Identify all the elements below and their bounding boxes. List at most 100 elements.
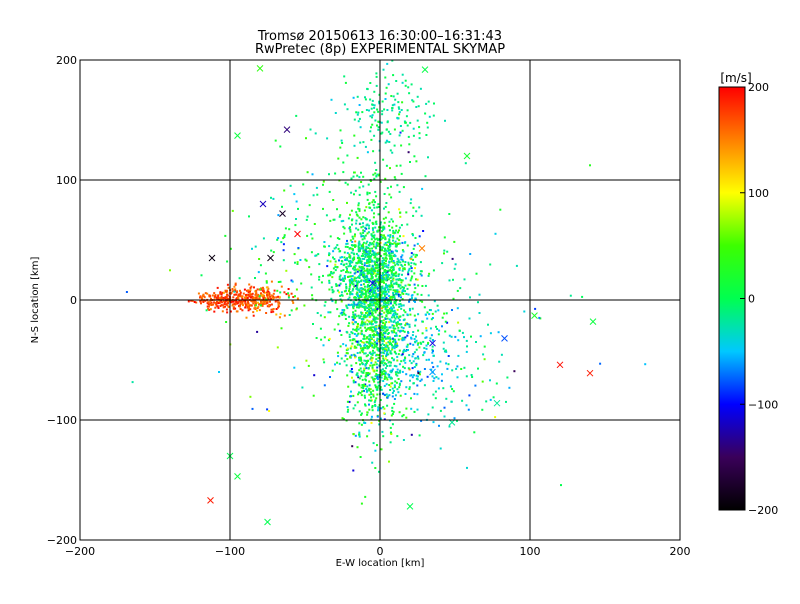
data-point — [400, 109, 403, 111]
data-point — [357, 254, 360, 257]
data-point — [241, 300, 244, 303]
data-point — [363, 359, 366, 362]
data-point — [387, 278, 390, 281]
data-point — [221, 301, 223, 304]
data-point — [358, 117, 361, 120]
data-point — [379, 241, 382, 244]
data-point — [290, 292, 293, 295]
data-point — [396, 435, 399, 438]
data-point — [357, 207, 360, 210]
data-point — [366, 281, 368, 283]
data-point — [349, 292, 352, 295]
data-point — [359, 363, 361, 366]
data-point — [369, 302, 372, 305]
data-point — [361, 263, 364, 266]
data-point — [249, 395, 252, 398]
data-point — [235, 301, 238, 304]
data-point — [374, 226, 377, 229]
data-point — [345, 344, 347, 347]
data-point — [245, 296, 248, 298]
data-point — [364, 346, 367, 349]
data-point — [386, 62, 389, 65]
data-point — [465, 350, 468, 353]
data-point — [357, 332, 360, 335]
data-point — [387, 234, 390, 237]
data-point — [436, 304, 439, 307]
data-point — [391, 406, 394, 409]
data-point — [347, 408, 350, 411]
data-point — [351, 339, 354, 342]
data-point — [237, 293, 240, 296]
data-point — [388, 253, 391, 256]
data-point — [339, 312, 342, 315]
data-point — [389, 385, 392, 388]
data-point — [256, 330, 259, 333]
data-point — [385, 284, 388, 287]
data-point — [398, 113, 401, 116]
data-point — [371, 201, 374, 204]
data-point — [395, 278, 398, 281]
data-point — [349, 239, 352, 242]
data-point — [356, 281, 359, 284]
data-point — [465, 404, 468, 407]
data-point — [362, 229, 365, 232]
cross-marker — [279, 210, 286, 217]
data-point — [384, 278, 387, 281]
data-point — [387, 130, 390, 133]
cross-marker — [207, 497, 214, 504]
data-point — [370, 233, 373, 236]
data-point — [299, 259, 302, 261]
data-point — [406, 343, 409, 346]
data-point — [362, 241, 365, 244]
data-point — [303, 304, 306, 307]
data-point — [367, 254, 370, 257]
data-point — [374, 318, 377, 321]
data-point — [359, 232, 362, 235]
data-point — [359, 126, 362, 129]
data-point — [362, 271, 365, 274]
data-point — [372, 251, 375, 254]
data-point — [355, 296, 358, 299]
data-point — [368, 316, 371, 319]
data-point — [489, 398, 492, 401]
data-point — [372, 308, 375, 311]
data-point — [401, 353, 404, 356]
data-point — [360, 287, 363, 290]
data-point — [393, 301, 396, 303]
data-point — [357, 328, 360, 331]
data-point — [345, 349, 348, 352]
data-point — [431, 361, 434, 364]
data-point — [387, 266, 390, 269]
data-point — [435, 376, 438, 379]
data-point — [402, 267, 405, 270]
data-point — [347, 303, 350, 306]
data-point — [412, 100, 415, 103]
data-point — [380, 369, 383, 372]
data-point — [382, 351, 384, 354]
data-point — [383, 394, 386, 396]
data-point — [393, 261, 396, 264]
data-point — [339, 345, 342, 348]
data-point — [390, 433, 393, 435]
data-point — [414, 324, 417, 327]
data-point — [389, 364, 392, 367]
data-point — [364, 329, 367, 332]
data-point — [417, 105, 420, 108]
data-point — [369, 344, 372, 347]
data-point — [390, 297, 393, 300]
data-point — [377, 305, 380, 308]
data-point — [217, 294, 220, 297]
data-point — [346, 267, 348, 270]
data-point — [382, 326, 385, 329]
data-point — [375, 223, 378, 225]
data-point — [367, 291, 370, 294]
data-point — [354, 356, 356, 359]
data-point — [357, 247, 360, 249]
data-point — [338, 215, 341, 218]
data-point — [448, 213, 451, 215]
data-point — [367, 289, 370, 292]
data-point — [367, 367, 370, 369]
data-point — [389, 288, 392, 291]
data-point — [370, 254, 373, 257]
data-point — [205, 309, 208, 312]
